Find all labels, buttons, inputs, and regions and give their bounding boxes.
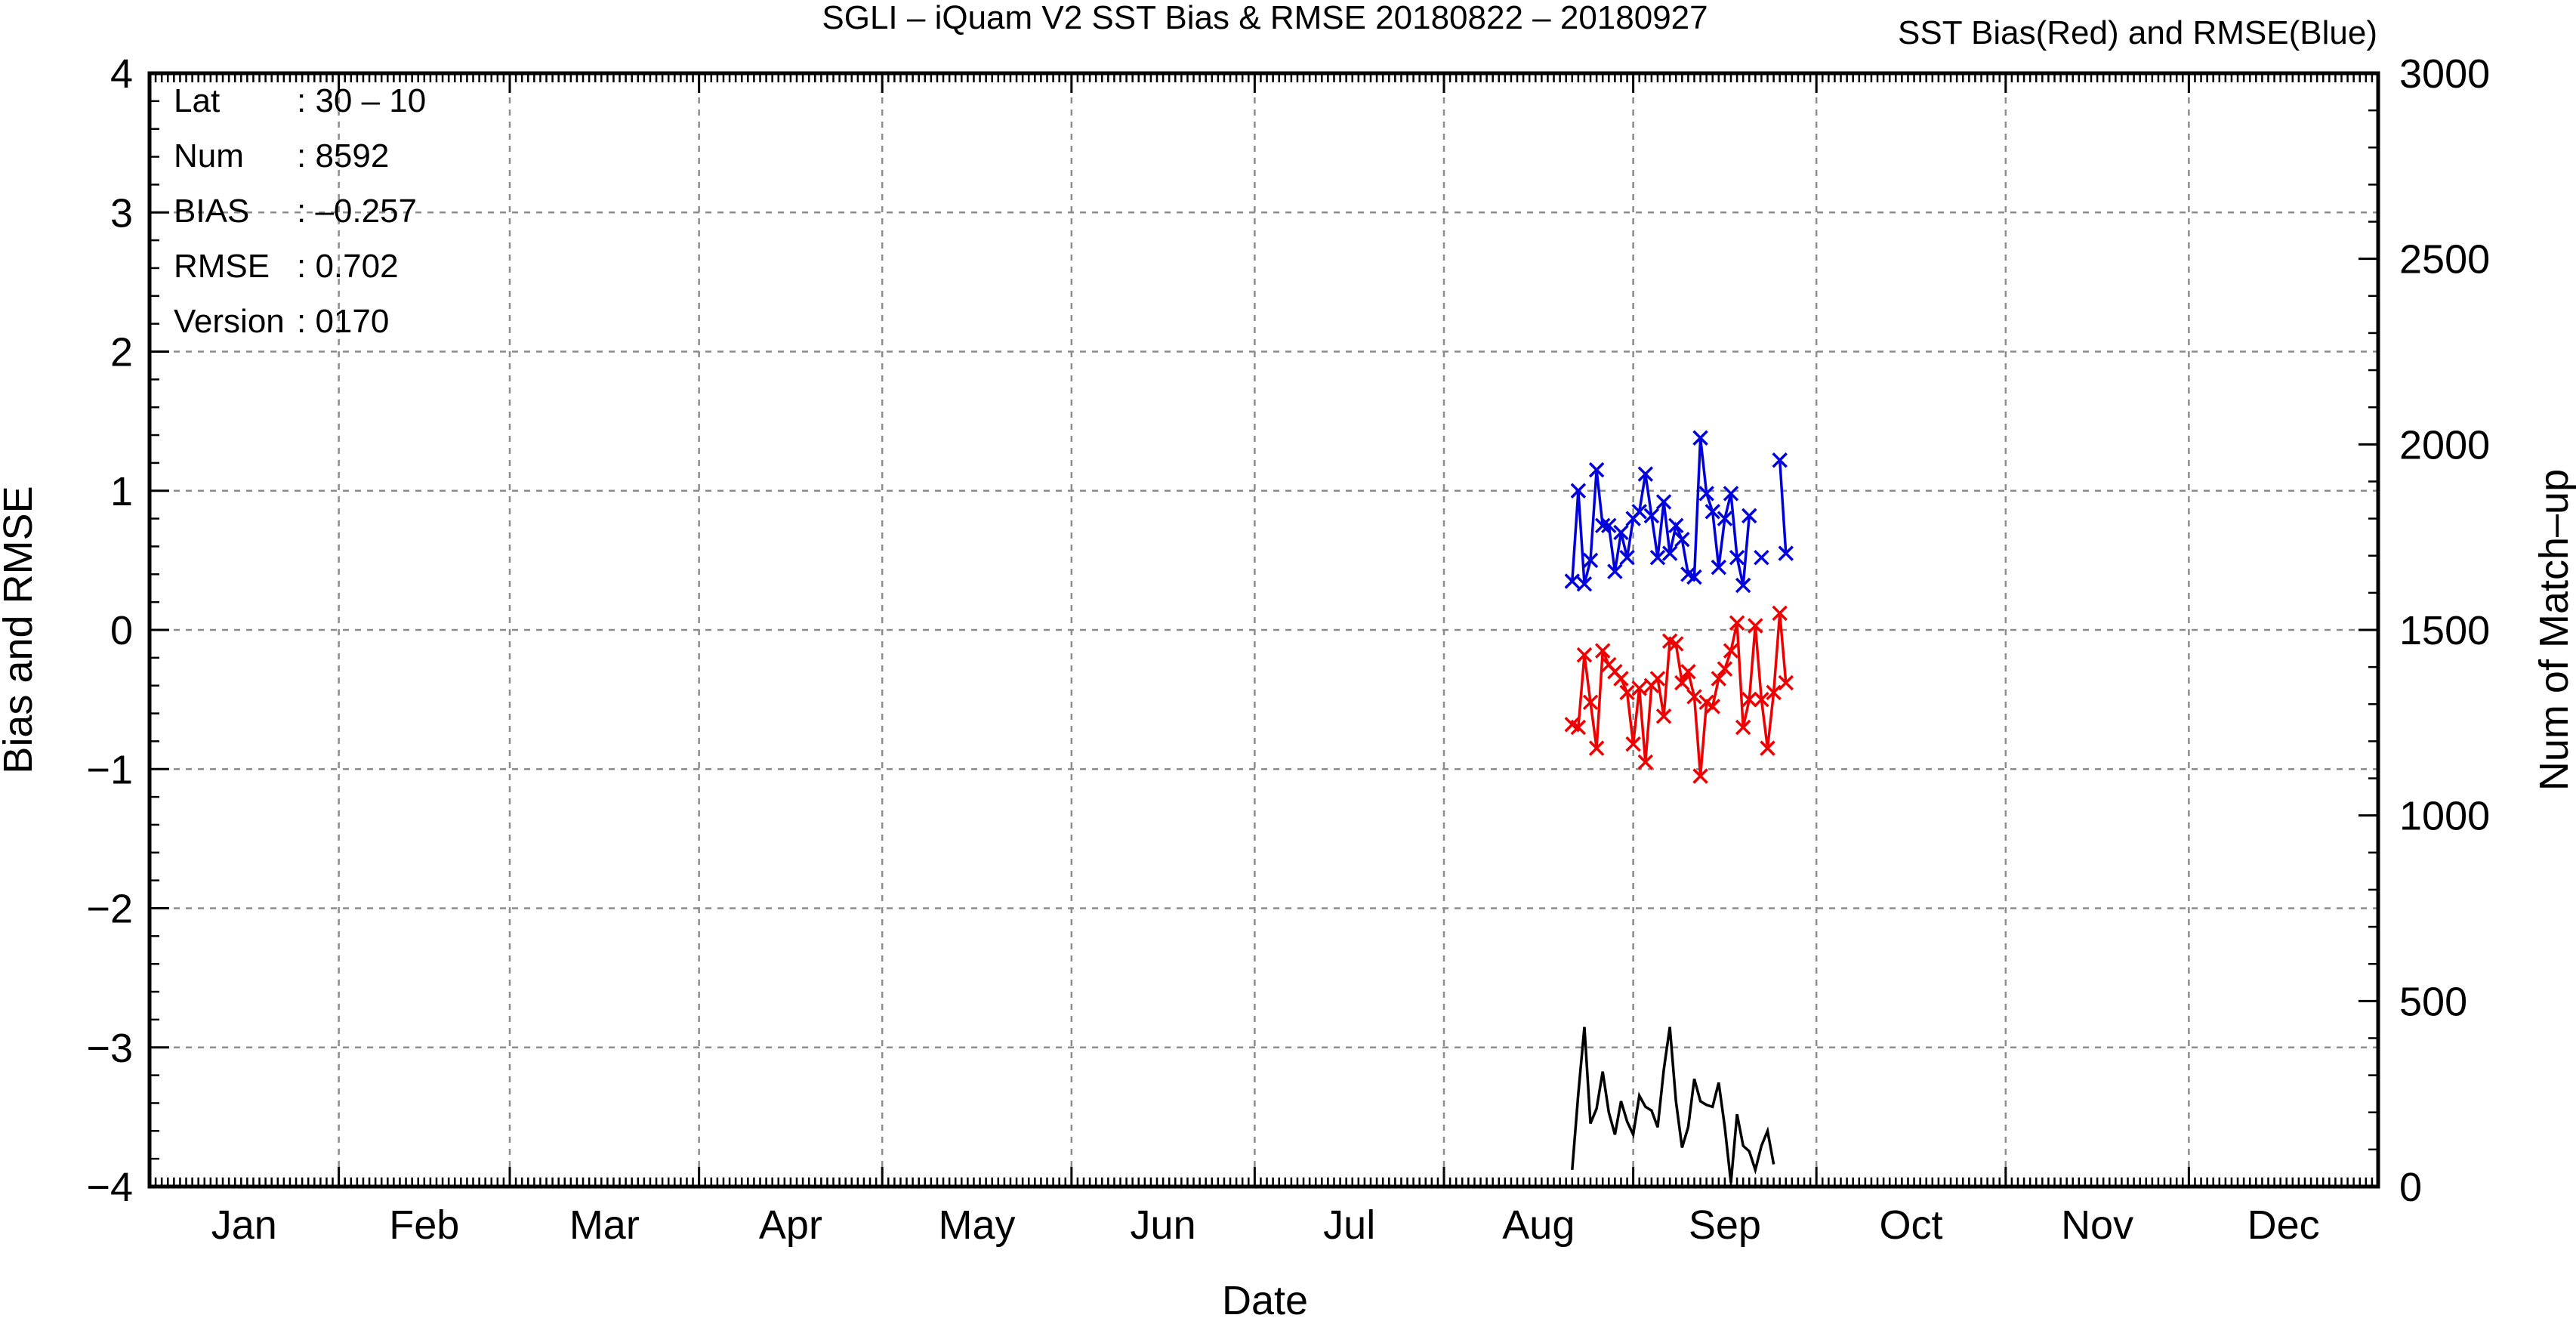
stat-label: Num xyxy=(174,137,244,174)
x-tick-label: May xyxy=(939,1202,1016,1248)
y-tick-label: 4 xyxy=(110,51,133,97)
y-tick-label: 0 xyxy=(110,608,133,653)
y2-axis-label: Num of Match–up xyxy=(2531,469,2576,791)
stat-value: : 8592 xyxy=(297,137,389,174)
y-tick-label: −2 xyxy=(86,887,133,932)
x-tick-label: Feb xyxy=(389,1202,459,1248)
x-tick-label: Mar xyxy=(569,1202,640,1248)
rmse-line xyxy=(1571,437,1751,586)
x-tick-label: Jul xyxy=(1323,1202,1375,1248)
series-layer xyxy=(1564,430,1794,1184)
y2-tick-label: 2000 xyxy=(2399,422,2490,468)
y-tick-label: 2 xyxy=(110,330,133,375)
stat-value: : 30 – 10 xyxy=(297,82,426,119)
x-tick-label: Jan xyxy=(211,1202,277,1248)
count-series xyxy=(1571,1026,1775,1184)
x-axis-label: Date xyxy=(1222,1278,1308,1318)
stat-value: : 0.702 xyxy=(297,248,399,285)
stats-box: Lat : 30 – 10 Num : 8592 BIAS : –0.257 RMSE : 0… xyxy=(174,82,426,340)
y2-tick-label: 500 xyxy=(2399,979,2467,1024)
x-tick-label: Dec xyxy=(2247,1202,2320,1248)
stat-label: Version xyxy=(174,303,285,340)
x-tick-label: Sep xyxy=(1689,1202,1761,1248)
stat-label: Lat xyxy=(174,82,220,119)
right-axis-labels: 3000 2500 2000 1500 1000 500 0 xyxy=(2399,51,2490,1210)
rmse-point xyxy=(1754,549,1769,566)
y-axis-label: Bias and RMSE xyxy=(0,486,41,773)
x-tick-label: Aug xyxy=(1502,1202,1575,1248)
stat-value: : –0.257 xyxy=(297,193,417,230)
rmse-line xyxy=(1778,460,1788,554)
bias-point xyxy=(1778,674,1794,691)
y2-tick-label: 1000 xyxy=(2399,794,2490,839)
y-tick-label: −4 xyxy=(86,1165,133,1210)
y-tick-label: −3 xyxy=(86,1026,133,1071)
x-tick-label: Oct xyxy=(1879,1202,1942,1248)
x-tick-label: Apr xyxy=(759,1202,822,1248)
bias-line xyxy=(1572,613,1788,776)
y2-tick-label: 0 xyxy=(2399,1165,2422,1210)
chart-title: SGLI – iQuam V2 SST Bias & RMSE 20180822… xyxy=(822,0,1708,36)
left-axis-labels: 4 3 2 1 0 −1 −2 −3 −4 xyxy=(86,51,133,1210)
x-axis-labels: Jan Feb Mar Apr May Jun Jul Aug Sep Oct Nov Dec xyxy=(211,1202,2320,1248)
count-line xyxy=(1571,1026,1775,1184)
y2-tick-label: 2500 xyxy=(2399,237,2490,282)
y-tick-label: 3 xyxy=(110,190,133,236)
y2-tick-label: 1500 xyxy=(2399,608,2490,653)
rmse-series xyxy=(1564,430,1794,594)
plot-frame xyxy=(147,71,2380,1189)
grid-lines xyxy=(150,73,2378,1187)
stat-value: : 0170 xyxy=(297,303,389,340)
y2-tick-label: 3000 xyxy=(2399,51,2490,97)
y-tick-label: −1 xyxy=(86,747,133,792)
bias-series xyxy=(1564,605,1794,784)
y-tick-label: 1 xyxy=(110,469,133,514)
stat-label: BIAS xyxy=(174,193,249,230)
x-tick-label: Nov xyxy=(2061,1202,2133,1248)
x-tick-label: Jun xyxy=(1131,1202,1196,1248)
chart-subtitle: SST Bias(Red) and RMSE(Blue) xyxy=(1898,14,2377,51)
rmse-point xyxy=(1564,573,1581,589)
stat-label: RMSE xyxy=(174,248,270,285)
